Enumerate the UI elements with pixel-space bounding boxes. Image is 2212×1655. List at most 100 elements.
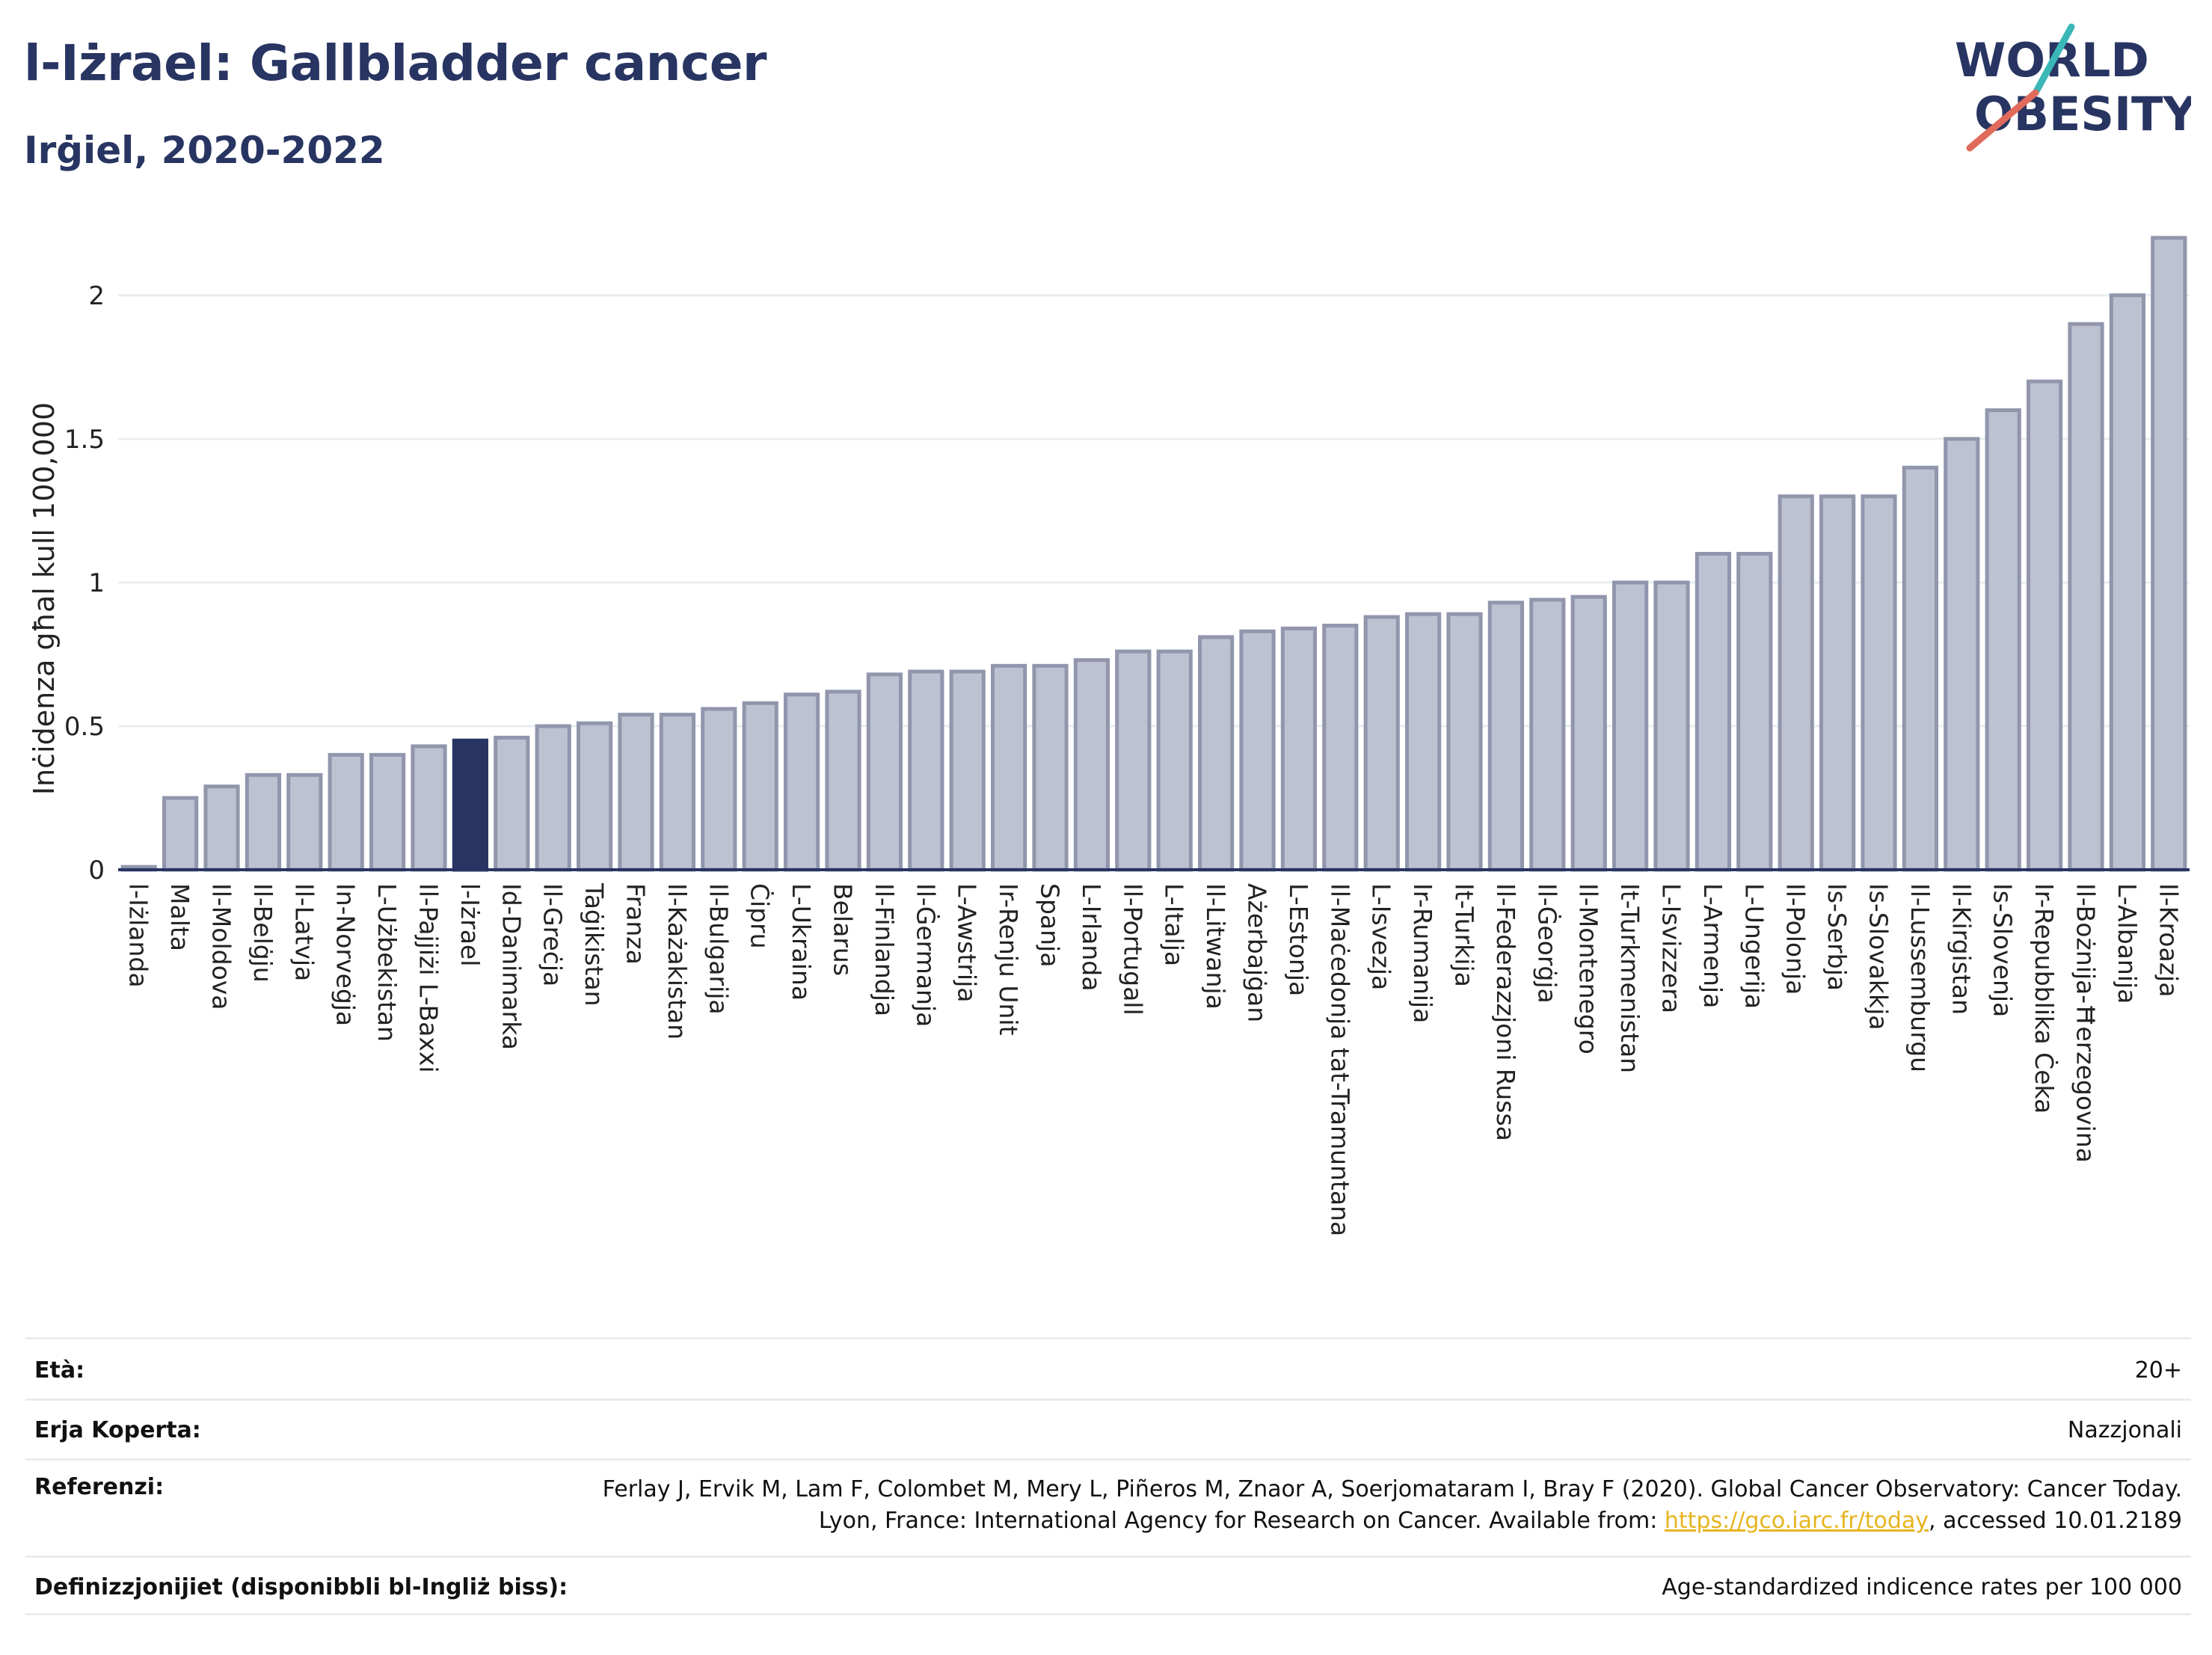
y-axis-ticks: 0 0.5 1 1.5 2 bbox=[64, 281, 105, 885]
age-value: 20+ bbox=[2134, 1357, 2182, 1384]
bars bbox=[118, 236, 2190, 872]
x-tick-label: Il-Portugall bbox=[1118, 883, 1147, 1016]
references-suffix: , accessed 10.01.2189 bbox=[1929, 1508, 2182, 1534]
bar bbox=[908, 669, 944, 872]
x-tick-label: L-Ungerija bbox=[1739, 883, 1769, 1009]
x-tick-label: Il-Maċedonja tat-Tramuntana bbox=[1325, 883, 1354, 1236]
x-tick-label: Il-Federazzjoni Russa bbox=[1491, 883, 1520, 1141]
bar bbox=[1363, 615, 1400, 872]
footer-row-references: Referenzi: Ferlay J, Ervik M, Lam F, Col… bbox=[25, 1458, 2191, 1556]
x-tick-label: Is-Slovenja bbox=[1988, 883, 2018, 1017]
bar bbox=[1736, 552, 1773, 872]
bar bbox=[1985, 408, 2021, 872]
bar bbox=[286, 773, 323, 872]
bar bbox=[1944, 437, 1980, 872]
bar bbox=[1612, 580, 1649, 872]
x-tick-label: L-Użbekistan bbox=[372, 883, 402, 1042]
chart-subtitle: Irġiel, 2020-2022 bbox=[24, 129, 385, 172]
bar bbox=[1115, 649, 1152, 872]
x-tick-label: Il-Litwanja bbox=[1201, 883, 1230, 1010]
bar bbox=[1239, 629, 1276, 872]
bar bbox=[411, 744, 447, 872]
x-tick-label: Il-Bulgarija bbox=[704, 883, 733, 1015]
bar bbox=[1322, 624, 1359, 872]
x-tick-label: In-Norveġja bbox=[331, 883, 360, 1026]
x-tick-label: Spanja bbox=[1036, 883, 1065, 967]
bar bbox=[576, 721, 613, 872]
x-tick-label: Ir-Renju Unit bbox=[994, 883, 1023, 1036]
x-tick-label: Il-Ġeorġja bbox=[1532, 883, 1562, 1004]
bar bbox=[535, 724, 571, 872]
y-tick-label: 0.5 bbox=[64, 712, 105, 742]
x-tick-label: L-Estonja bbox=[1284, 883, 1313, 996]
bar bbox=[866, 672, 903, 872]
bar-chart: 0 0.5 1 1.5 2 l-Iżlanda Malta Il-Moldova Il-Bel… bbox=[28, 236, 2190, 1236]
bar bbox=[369, 752, 406, 872]
logo-slash-teal-icon bbox=[2032, 23, 2075, 96]
bar bbox=[1778, 494, 1814, 872]
x-tick-label: Malta bbox=[165, 883, 194, 951]
bar bbox=[2026, 379, 2063, 872]
bar bbox=[825, 690, 861, 872]
x-tick-label: Il-Finlandja bbox=[870, 883, 899, 1016]
bar bbox=[742, 701, 778, 872]
bar bbox=[1695, 552, 1732, 872]
definitions-value: Age-standardized indicence rates per 100… bbox=[1662, 1574, 2182, 1600]
x-tick-label: Il-Lussemburgu bbox=[1905, 883, 1935, 1072]
bar bbox=[203, 784, 240, 872]
bar bbox=[1280, 626, 1318, 872]
x-tick-label: Il-Montenegro bbox=[1574, 883, 1603, 1054]
bar bbox=[1902, 465, 1939, 872]
coverage-label: Erja Koperta: bbox=[34, 1417, 201, 1443]
bar bbox=[1032, 663, 1069, 872]
coverage-value: Nazzjonali bbox=[2067, 1417, 2182, 1443]
x-tick-label: l-Iżlanda bbox=[124, 883, 153, 988]
y-tick-label: 0 bbox=[88, 856, 105, 885]
y-tick-label: 2 bbox=[88, 281, 105, 311]
footer-row-coverage: Erja Koperta: Nazzjonali bbox=[25, 1398, 2191, 1458]
bar bbox=[245, 773, 282, 872]
x-tick-label: Belarus bbox=[829, 883, 858, 976]
x-tick-label: Ċipru bbox=[746, 883, 775, 949]
bar bbox=[618, 713, 654, 872]
references-label: Referenzi: bbox=[34, 1474, 165, 1500]
footer-row-definitions: Definizzjonijiet (disponibbli bl-Ingliż … bbox=[25, 1556, 2191, 1615]
bar bbox=[783, 693, 820, 872]
x-axis-labels: l-Iżlanda Malta Il-Moldova Il-Belġju Il-Latv… bbox=[124, 882, 2184, 1236]
references-text: Ferlay J, Ervik M, Lam F, Colombet M, Me… bbox=[559, 1474, 2182, 1537]
bar bbox=[1404, 612, 1442, 872]
x-tick-label: Ir-Rumanija bbox=[1408, 883, 1437, 1023]
bar bbox=[701, 707, 737, 872]
x-tick-label: Il-Każakistan bbox=[663, 883, 692, 1040]
x-tick-label: Taġikistan bbox=[580, 882, 609, 1007]
bar bbox=[162, 796, 199, 872]
x-tick-label: It-Turkmenistan bbox=[1615, 883, 1644, 1073]
x-tick-label: L-Armenja bbox=[1698, 883, 1727, 1008]
references-link[interactable]: https://gco.iarc.fr/today bbox=[1664, 1508, 1929, 1534]
x-tick-label: Il-Kirgistan bbox=[1947, 883, 1976, 1015]
bar bbox=[659, 713, 696, 872]
footer-row-age: Età: 20+ bbox=[25, 1337, 2191, 1398]
bar bbox=[2109, 293, 2146, 872]
x-tick-label: Ir-Repubblika Ċeka bbox=[2030, 883, 2059, 1114]
x-tick-label: Il-Greċja bbox=[538, 883, 568, 986]
bar bbox=[990, 663, 1027, 872]
bar bbox=[2068, 322, 2104, 872]
x-tick-label: Is-Serbja bbox=[1822, 883, 1852, 991]
x-tick-label: Ażerbajġan bbox=[1243, 883, 1272, 1022]
x-tick-label: Il-Belġju bbox=[248, 883, 277, 983]
x-tick-label: L-Irlanda bbox=[1077, 883, 1106, 992]
x-tick-label: l-Iżrael bbox=[455, 883, 485, 966]
bar bbox=[1156, 649, 1193, 872]
chart-title: l-Iżrael: Gallbladder cancer bbox=[24, 34, 767, 92]
definitions-label: Definizzjonijiet (disponibbli bl-Ingliż … bbox=[34, 1574, 568, 1600]
logo-slash-coral-icon bbox=[1966, 89, 2039, 152]
bar bbox=[949, 669, 986, 872]
x-tick-label: It-Turkija bbox=[1450, 883, 1479, 987]
x-tick-label: Il-Ġermanja bbox=[911, 883, 941, 1027]
x-tick-label: Il-Kroazja bbox=[2154, 883, 2183, 997]
bar bbox=[1197, 635, 1235, 872]
world-obesity-logo: WORLD OBESITY bbox=[1955, 23, 2191, 152]
bar bbox=[1446, 612, 1483, 872]
x-tick-label: Id-Danimarka bbox=[497, 883, 526, 1050]
